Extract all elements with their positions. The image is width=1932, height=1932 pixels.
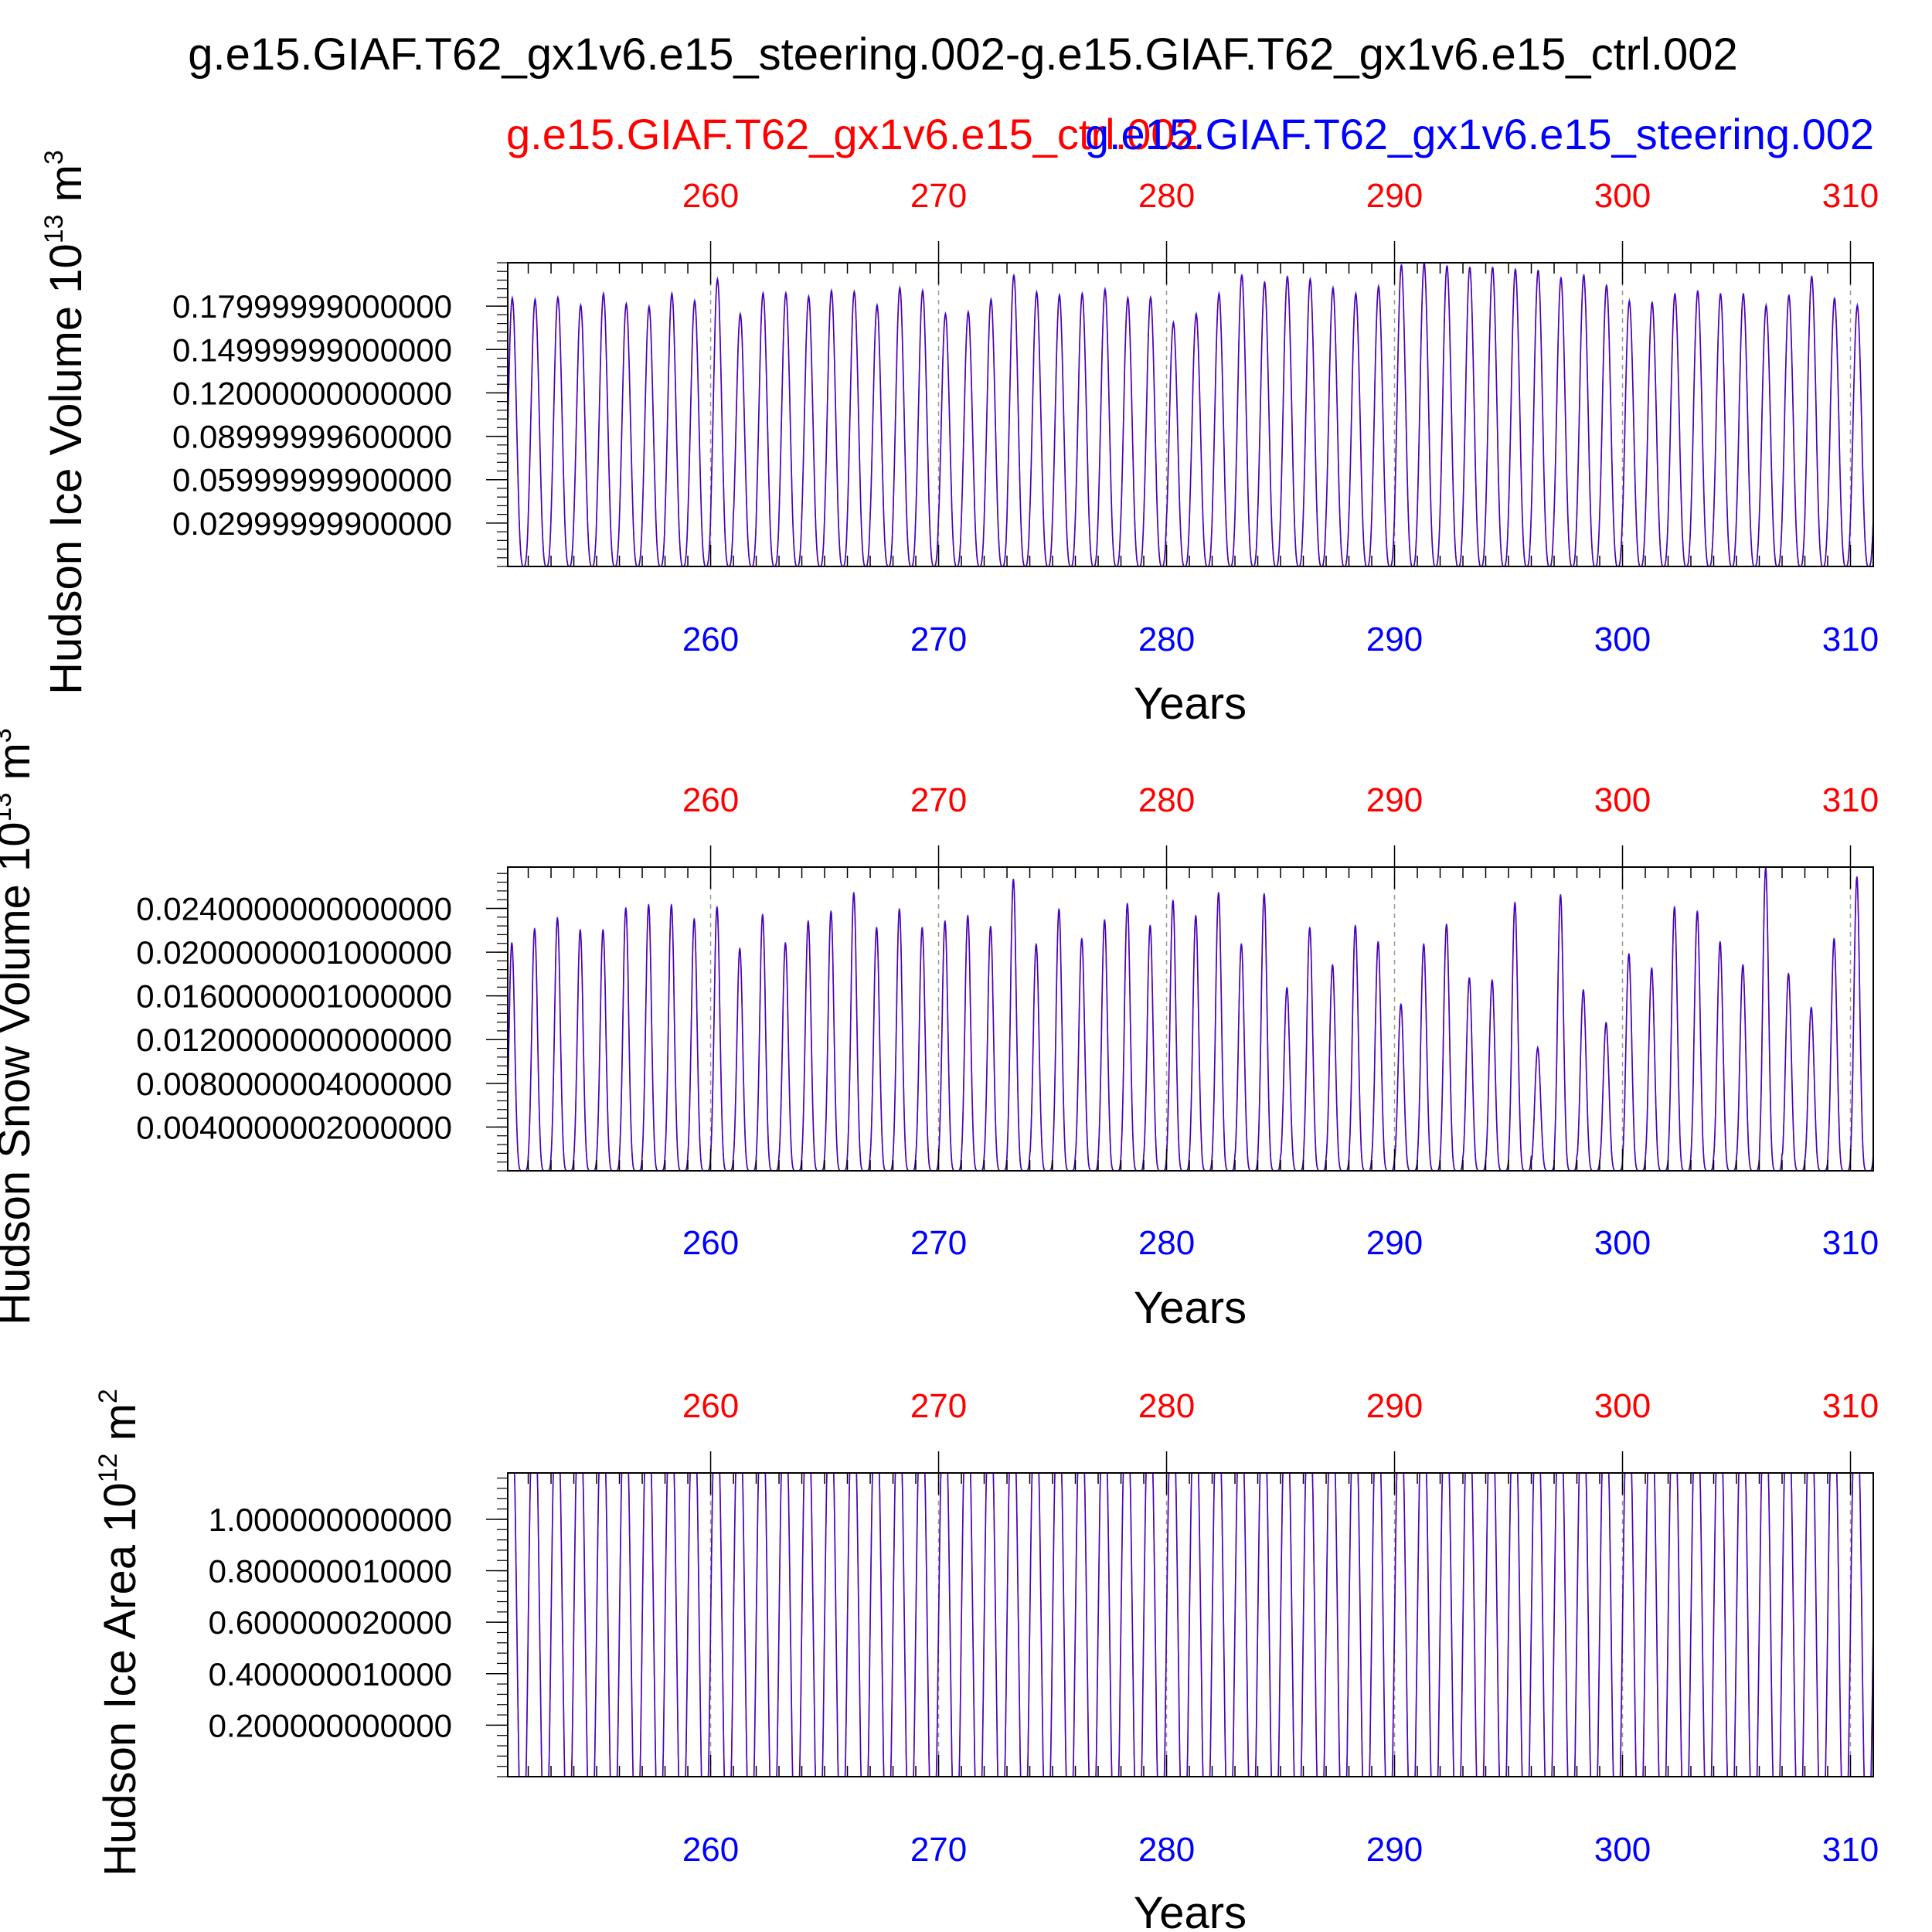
x-tick-label-top: 290 [1366,1387,1423,1425]
x-tick-label-top: 290 [1366,781,1423,819]
x-axis-title: Years [1134,1888,1247,1932]
series-line-steering [507,262,1874,567]
x-tick-label-bottom: 290 [1366,1831,1423,1869]
ice-area-panel: 260 260 270 270 280 280 290 290 300 300 310 310 0.20… [94,1387,1879,1932]
x-tick-label-bottom: 300 [1594,1831,1651,1869]
x-tick-label-bottom: 300 [1594,1224,1651,1262]
x-tick-label-bottom: 280 [1138,1224,1195,1262]
legend-steering: g.e15.GIAF.T62_gx1v6.e15_steering.002 [1085,110,1874,158]
snow-volume-panel: 260 260 270 270 280 280 290 290 300 300 310 310 0.00… [0,728,1879,1333]
x-tick-label-bottom: 300 [1594,621,1651,658]
x-tick-label-bottom: 290 [1366,1224,1423,1262]
x-axis-title: Years [1134,679,1247,729]
x-tick-label-top: 280 [1138,1387,1195,1425]
figure-title: g.e15.GIAF.T62_gx1v6.e15_steering.002-g.… [188,29,1738,80]
y-tick-label: 0.0200000001000000 [136,934,452,971]
x-tick-label-top: 260 [682,177,739,215]
x-tick-label-top: 300 [1594,1387,1651,1425]
x-tick-label-top: 310 [1822,781,1879,819]
plot-frame [507,262,1874,567]
y-tick-label: 0.0240000000000000 [136,890,452,927]
y-axis-title: Hudson Ice Area 1012 m2 [94,1389,145,1876]
x-tick-label-bottom: 260 [682,1224,739,1262]
y-tick-label: 0.0120000000000000 [136,1022,452,1058]
x-tick-label-top: 280 [1138,177,1195,215]
x-tick-label-bottom: 270 [910,1831,967,1869]
x-tick-label-top: 300 [1594,781,1651,819]
x-tick-label-top: 270 [910,1387,967,1425]
series-line-steering [507,868,1874,1172]
x-tick-label-bottom: 260 [682,621,739,658]
x-tick-label-bottom: 310 [1822,621,1879,658]
series-line-steering [508,1472,1874,1777]
x-tick-label-top: 260 [682,781,739,819]
ice-volume-panel: 260 260 270 270 280 280 290 290 300 300 310 310 0.02… [39,150,1879,729]
y-tick-label: 0.0080000004000000 [136,1066,452,1102]
y-tick-label: 1.000000000000 [209,1502,452,1538]
plot-frame [507,1472,1874,1777]
y-axis-title: Hudson Snow Volume 1013 m3 [0,728,39,1325]
x-tick-label-bottom: 270 [910,1224,967,1262]
y-tick-label: 0.0040000002000000 [136,1109,452,1145]
x-tick-label-bottom: 310 [1822,1224,1879,1262]
y-tick-label: 0.12000000000000 [172,375,452,411]
y-tick-label: 0.14999999000000 [172,332,452,368]
y-tick-label: 0.08999999600000 [172,419,452,455]
x-tick-label-top: 300 [1594,177,1651,215]
y-tick-label: 0.0160000001000000 [136,978,452,1015]
x-tick-label-bottom: 280 [1138,1831,1195,1869]
x-tick-label-top: 310 [1822,1387,1879,1425]
y-tick-label: 0.17999999000000 [172,288,452,325]
y-tick-label: 0.200000000000 [209,1707,452,1743]
x-tick-label-top: 260 [682,1387,739,1425]
y-tick-label: 0.02999999900000 [172,505,452,542]
x-tick-label-bottom: 280 [1138,621,1195,658]
x-tick-label-top: 270 [910,177,967,215]
x-tick-label-bottom: 260 [682,1831,739,1869]
x-tick-label-top: 270 [910,781,967,819]
x-axis-title: Years [1134,1283,1247,1333]
y-tick-label: 0.400000010000 [209,1656,452,1692]
y-tick-label: 0.600000020000 [209,1604,452,1641]
plot-frame [507,866,1874,1172]
y-axis-title: Hudson Ice Volume 1013 m3 [39,150,91,695]
x-tick-label-bottom: 290 [1366,621,1423,658]
x-tick-label-bottom: 310 [1822,1831,1879,1869]
x-tick-label-top: 280 [1138,781,1195,819]
x-tick-label-top: 310 [1822,177,1879,215]
y-tick-label: 0.05999999900000 [172,462,452,498]
y-tick-label: 0.800000010000 [209,1553,452,1590]
x-tick-label-top: 290 [1366,177,1423,215]
x-tick-label-bottom: 270 [910,621,967,658]
legend-ctrl: g.e15.GIAF.T62_gx1v6.e15_ctrl.002 [506,110,1199,158]
